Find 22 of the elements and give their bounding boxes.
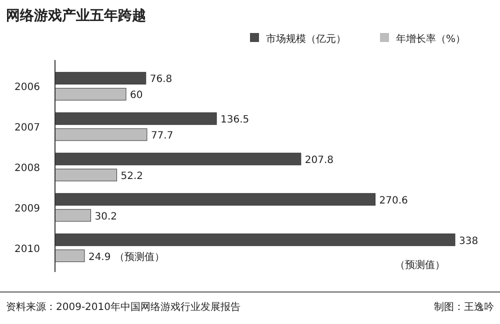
data-label: 30.2 [94,211,118,222]
legend-label: 市场规模（亿元） [266,33,346,45]
data-label: 52.2 [120,171,144,182]
y-tick-label: 2007 [14,122,40,134]
chart-title: 网络游戏产业五年跨越 [6,7,146,24]
y-tick-label: 2009 [14,203,40,214]
y-tick-label: 2010 [14,244,40,255]
text: 资料来源：2009-2010年中国网络游戏行业发展报告 [6,301,241,313]
data-label: 338 [459,236,478,247]
data-label: 76.8 [150,74,172,86]
y-tick-label: 2006 [14,82,40,94]
text: 制图：王逸吟 [434,301,494,313]
data-label: 136.5 [220,114,250,126]
annotation: （预测值） [395,258,445,271]
data-label: 24.9 [88,252,111,263]
data-label: 60 [130,90,143,102]
data-label: 270.6 [379,195,408,206]
y-tick-label: 2008 [14,163,40,174]
legend-label: 年增长率（%） [396,33,466,45]
data-label: 77.7 [150,130,174,142]
data-label: 207.8 [304,155,334,166]
annotation: （预测值） [114,250,164,263]
